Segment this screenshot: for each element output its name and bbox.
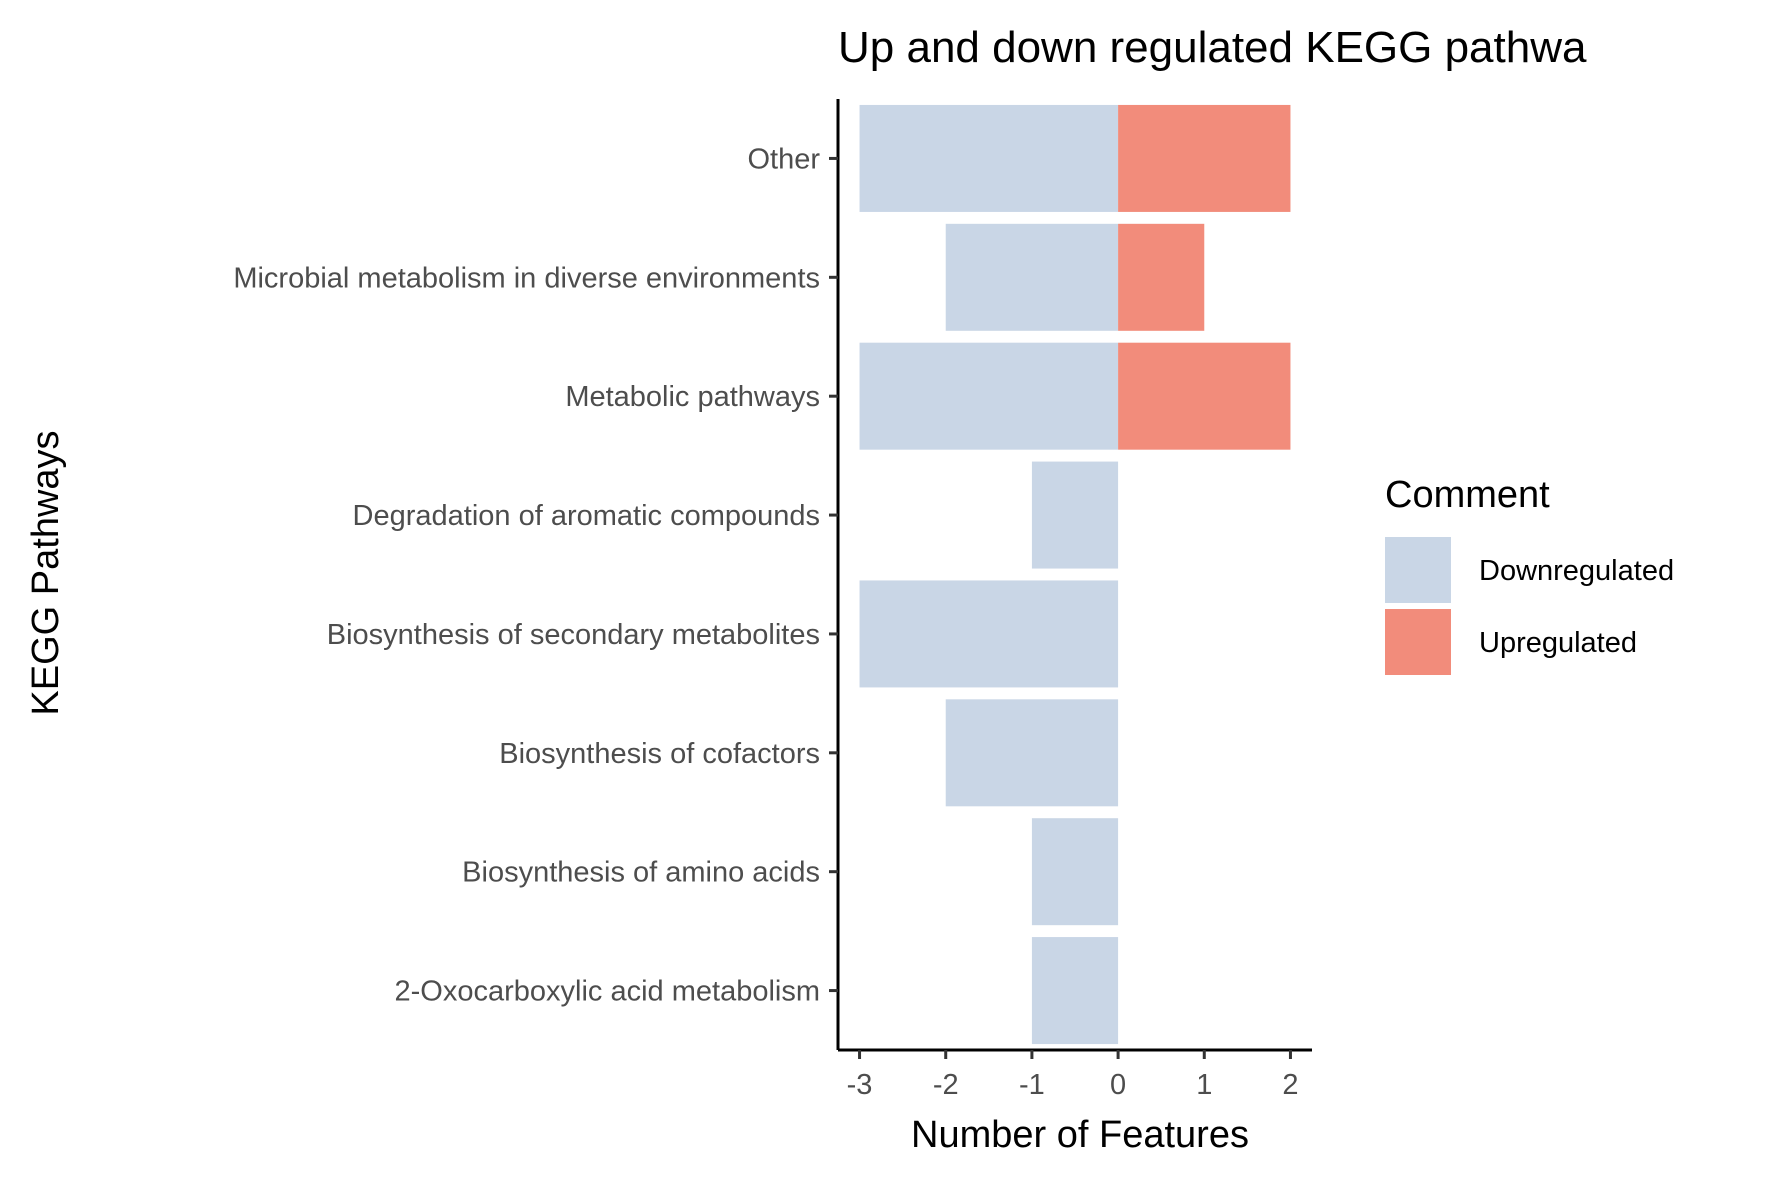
- x-axis-title: Number of Features: [911, 1114, 1249, 1156]
- bar-downregulated-0: [859, 104, 1119, 212]
- y-tick-label: Biosynthesis of secondary metabolites: [327, 619, 820, 651]
- y-tick-label: Microbial metabolism in diverse environm…: [233, 262, 820, 294]
- x-ticks: -3 -2 -1 0 1 2: [847, 1050, 1299, 1101]
- bar-downregulated-1: [945, 223, 1119, 331]
- y-tick-label: Other: [747, 143, 820, 175]
- bar-downregulated-5: [945, 699, 1119, 807]
- legend-key-downregulated: [1385, 537, 1451, 603]
- y-tick-label: Metabolic pathways: [565, 381, 820, 413]
- y-tick-label: Biosynthesis of cofactors: [499, 738, 820, 770]
- x-tick-label: 0: [1110, 1069, 1126, 1101]
- plot-area: [859, 104, 1291, 1045]
- legend-key-upregulated: [1385, 609, 1451, 675]
- legend-items: Downregulated Upregulated: [1385, 537, 1674, 675]
- legend-label-downregulated: Downregulated: [1479, 555, 1674, 587]
- x-tick-label: 2: [1282, 1069, 1298, 1101]
- bar-upregulated-0: [1118, 104, 1291, 212]
- y-tick-label: Degradation of aromatic compounds: [353, 500, 820, 532]
- bar-downregulated-3: [1031, 461, 1119, 569]
- bar-upregulated-1: [1118, 223, 1205, 331]
- x-tick-label: -3: [847, 1069, 873, 1101]
- legend: Comment Downregulated Upregulated: [1385, 474, 1674, 675]
- chart-title: Up and down regulated KEGG pathwa: [838, 23, 1587, 72]
- y-tick-label: Biosynthesis of amino acids: [462, 857, 820, 889]
- bar-downregulated-4: [859, 580, 1119, 688]
- x-tick-label: -2: [933, 1069, 959, 1101]
- bar-upregulated-2: [1118, 342, 1291, 450]
- y-tick-label: 2-Oxocarboxylic acid metabolism: [395, 976, 820, 1008]
- y-axis-title: KEGG Pathways: [25, 430, 67, 715]
- bar-downregulated-6: [1031, 818, 1119, 926]
- legend-title: Comment: [1385, 474, 1550, 516]
- x-tick-label: -1: [1019, 1069, 1045, 1101]
- bar-downregulated-2: [859, 342, 1119, 450]
- legend-label-upregulated: Upregulated: [1479, 627, 1637, 659]
- bar-downregulated-7: [1031, 937, 1119, 1045]
- x-tick-label: 1: [1196, 1069, 1212, 1101]
- y-ticks: Other Microbial metabolism in diverse env…: [233, 143, 838, 1008]
